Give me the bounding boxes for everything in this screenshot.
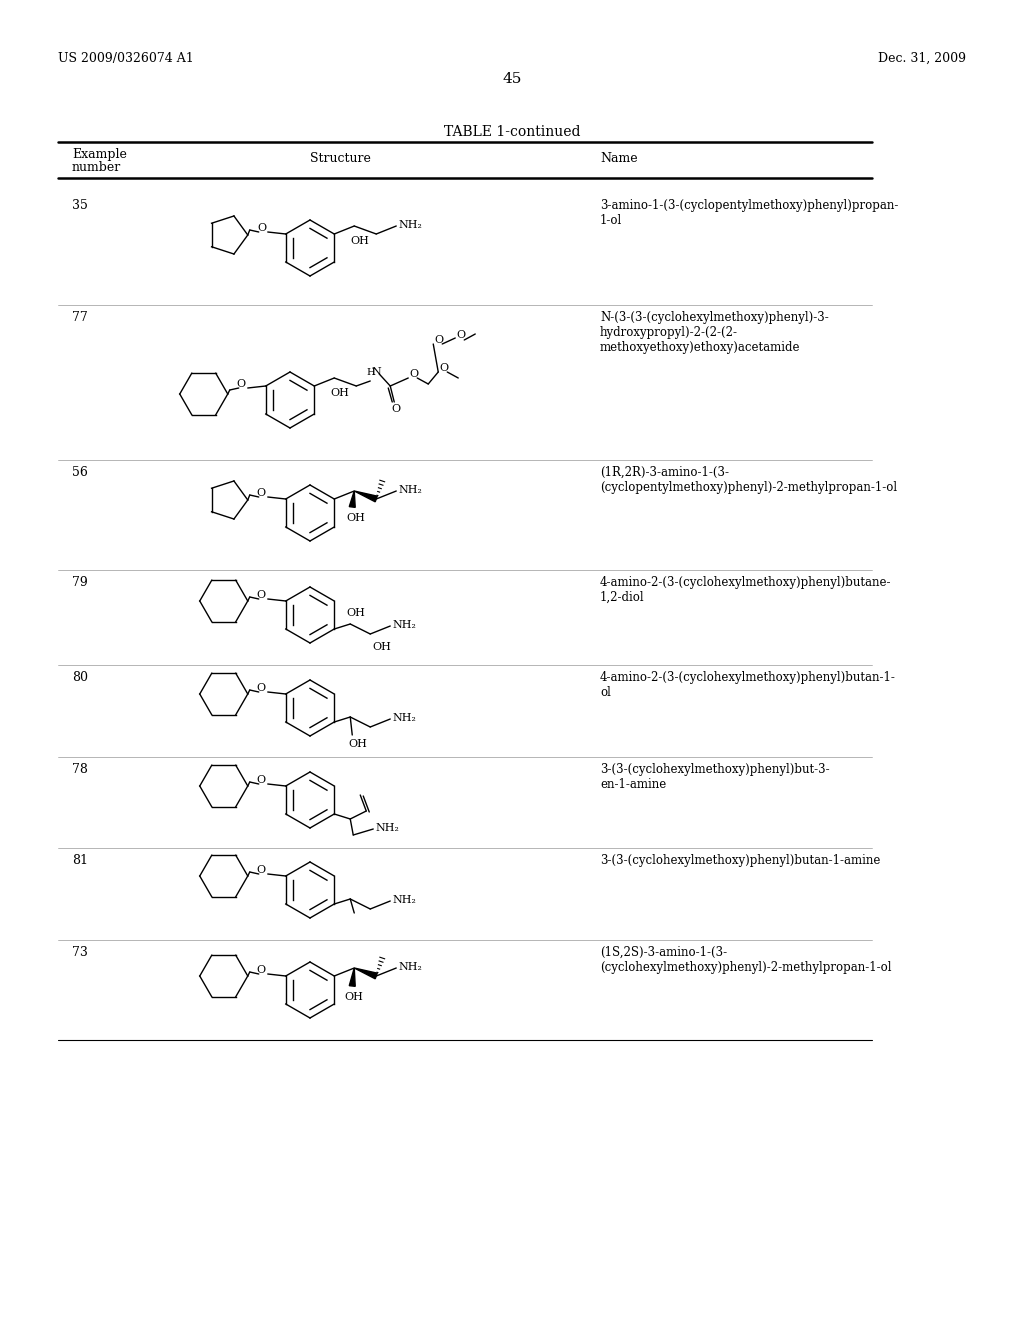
Text: TABLE 1-continued: TABLE 1-continued xyxy=(443,125,581,139)
Text: 81: 81 xyxy=(72,854,88,867)
Text: 4-amino-2-(3-(cyclohexylmethoxy)phenyl)butan-1-
ol: 4-amino-2-(3-(cyclohexylmethoxy)phenyl)b… xyxy=(600,671,896,700)
Text: NH₂: NH₂ xyxy=(392,713,416,723)
Text: N-(3-(3-(cyclohexylmethoxy)phenyl)-3-
hydroxypropyl)-2-(2-(2-
methoxyethoxy)etho: N-(3-(3-(cyclohexylmethoxy)phenyl)-3- hy… xyxy=(600,312,828,354)
Text: US 2009/0326074 A1: US 2009/0326074 A1 xyxy=(58,51,194,65)
Text: O: O xyxy=(257,775,266,785)
Text: OH: OH xyxy=(348,739,368,748)
Text: NH₂: NH₂ xyxy=(375,822,399,833)
Polygon shape xyxy=(354,491,377,502)
Text: 80: 80 xyxy=(72,671,88,684)
Polygon shape xyxy=(349,491,355,507)
Text: O: O xyxy=(237,379,246,389)
Text: NH₂: NH₂ xyxy=(398,962,422,972)
Text: 4-amino-2-(3-(cyclohexylmethoxy)phenyl)butane-
1,2-diol: 4-amino-2-(3-(cyclohexylmethoxy)phenyl)b… xyxy=(600,576,892,605)
Text: Dec. 31, 2009: Dec. 31, 2009 xyxy=(878,51,966,65)
Text: 3-(3-(cyclohexylmethoxy)phenyl)butan-1-amine: 3-(3-(cyclohexylmethoxy)phenyl)butan-1-a… xyxy=(600,854,881,867)
Text: 3-amino-1-(3-(cyclopentylmethoxy)phenyl)propan-
1-ol: 3-amino-1-(3-(cyclopentylmethoxy)phenyl)… xyxy=(600,199,898,227)
Text: NH₂: NH₂ xyxy=(392,620,416,630)
Text: O: O xyxy=(257,590,266,601)
Text: H: H xyxy=(367,368,375,378)
Text: 79: 79 xyxy=(72,576,88,589)
Text: number: number xyxy=(72,161,121,174)
Text: O: O xyxy=(257,965,266,975)
Text: O: O xyxy=(257,682,266,693)
Text: OH: OH xyxy=(344,993,364,1002)
Text: OH: OH xyxy=(350,236,369,246)
Text: O: O xyxy=(258,223,267,234)
Text: O: O xyxy=(257,488,266,498)
Text: OH: OH xyxy=(373,642,391,652)
Text: O: O xyxy=(391,404,400,414)
Text: 3-(3-(cyclohexylmethoxy)phenyl)but-3-
en-1-amine: 3-(3-(cyclohexylmethoxy)phenyl)but-3- en… xyxy=(600,763,829,791)
Text: 73: 73 xyxy=(72,946,88,960)
Text: NH₂: NH₂ xyxy=(392,895,416,906)
Text: O: O xyxy=(434,335,443,345)
Text: 35: 35 xyxy=(72,199,88,213)
Text: O: O xyxy=(457,330,465,341)
Text: O: O xyxy=(410,370,419,379)
Text: N: N xyxy=(372,367,381,378)
Polygon shape xyxy=(354,968,377,979)
Text: Name: Name xyxy=(600,152,638,165)
Text: O: O xyxy=(257,865,266,875)
Text: (1S,2S)-3-amino-1-(3-
(cyclohexylmethoxy)phenyl)-2-methylpropan-1-ol: (1S,2S)-3-amino-1-(3- (cyclohexylmethoxy… xyxy=(600,946,892,974)
Text: 56: 56 xyxy=(72,466,88,479)
Text: NH₂: NH₂ xyxy=(398,220,422,230)
Text: 45: 45 xyxy=(503,73,521,86)
Text: OH: OH xyxy=(346,513,366,523)
Text: 77: 77 xyxy=(72,312,88,323)
Text: Example: Example xyxy=(72,148,127,161)
Text: NH₂: NH₂ xyxy=(398,484,422,495)
Text: O: O xyxy=(439,363,449,374)
Text: Structure: Structure xyxy=(309,152,371,165)
Text: 78: 78 xyxy=(72,763,88,776)
Text: OH: OH xyxy=(331,388,349,399)
Text: OH: OH xyxy=(346,609,366,618)
Polygon shape xyxy=(349,968,355,986)
Text: (1R,2R)-3-amino-1-(3-
(cyclopentylmethoxy)phenyl)-2-methylpropan-1-ol: (1R,2R)-3-amino-1-(3- (cyclopentylmethox… xyxy=(600,466,897,494)
